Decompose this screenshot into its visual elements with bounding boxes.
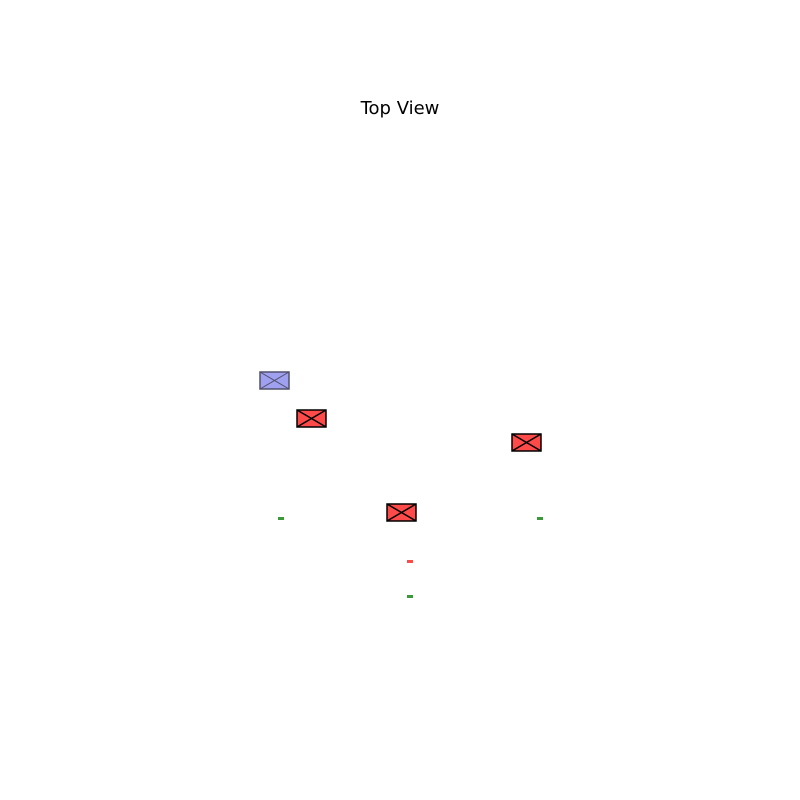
highlighted-box <box>260 372 289 389</box>
box-left <box>297 410 326 427</box>
green-marker <box>407 595 413 598</box>
box-center <box>387 504 416 521</box>
red-marker <box>407 560 413 563</box>
box-right <box>512 434 541 451</box>
green-marker <box>278 517 284 520</box>
green-marker <box>537 517 543 520</box>
